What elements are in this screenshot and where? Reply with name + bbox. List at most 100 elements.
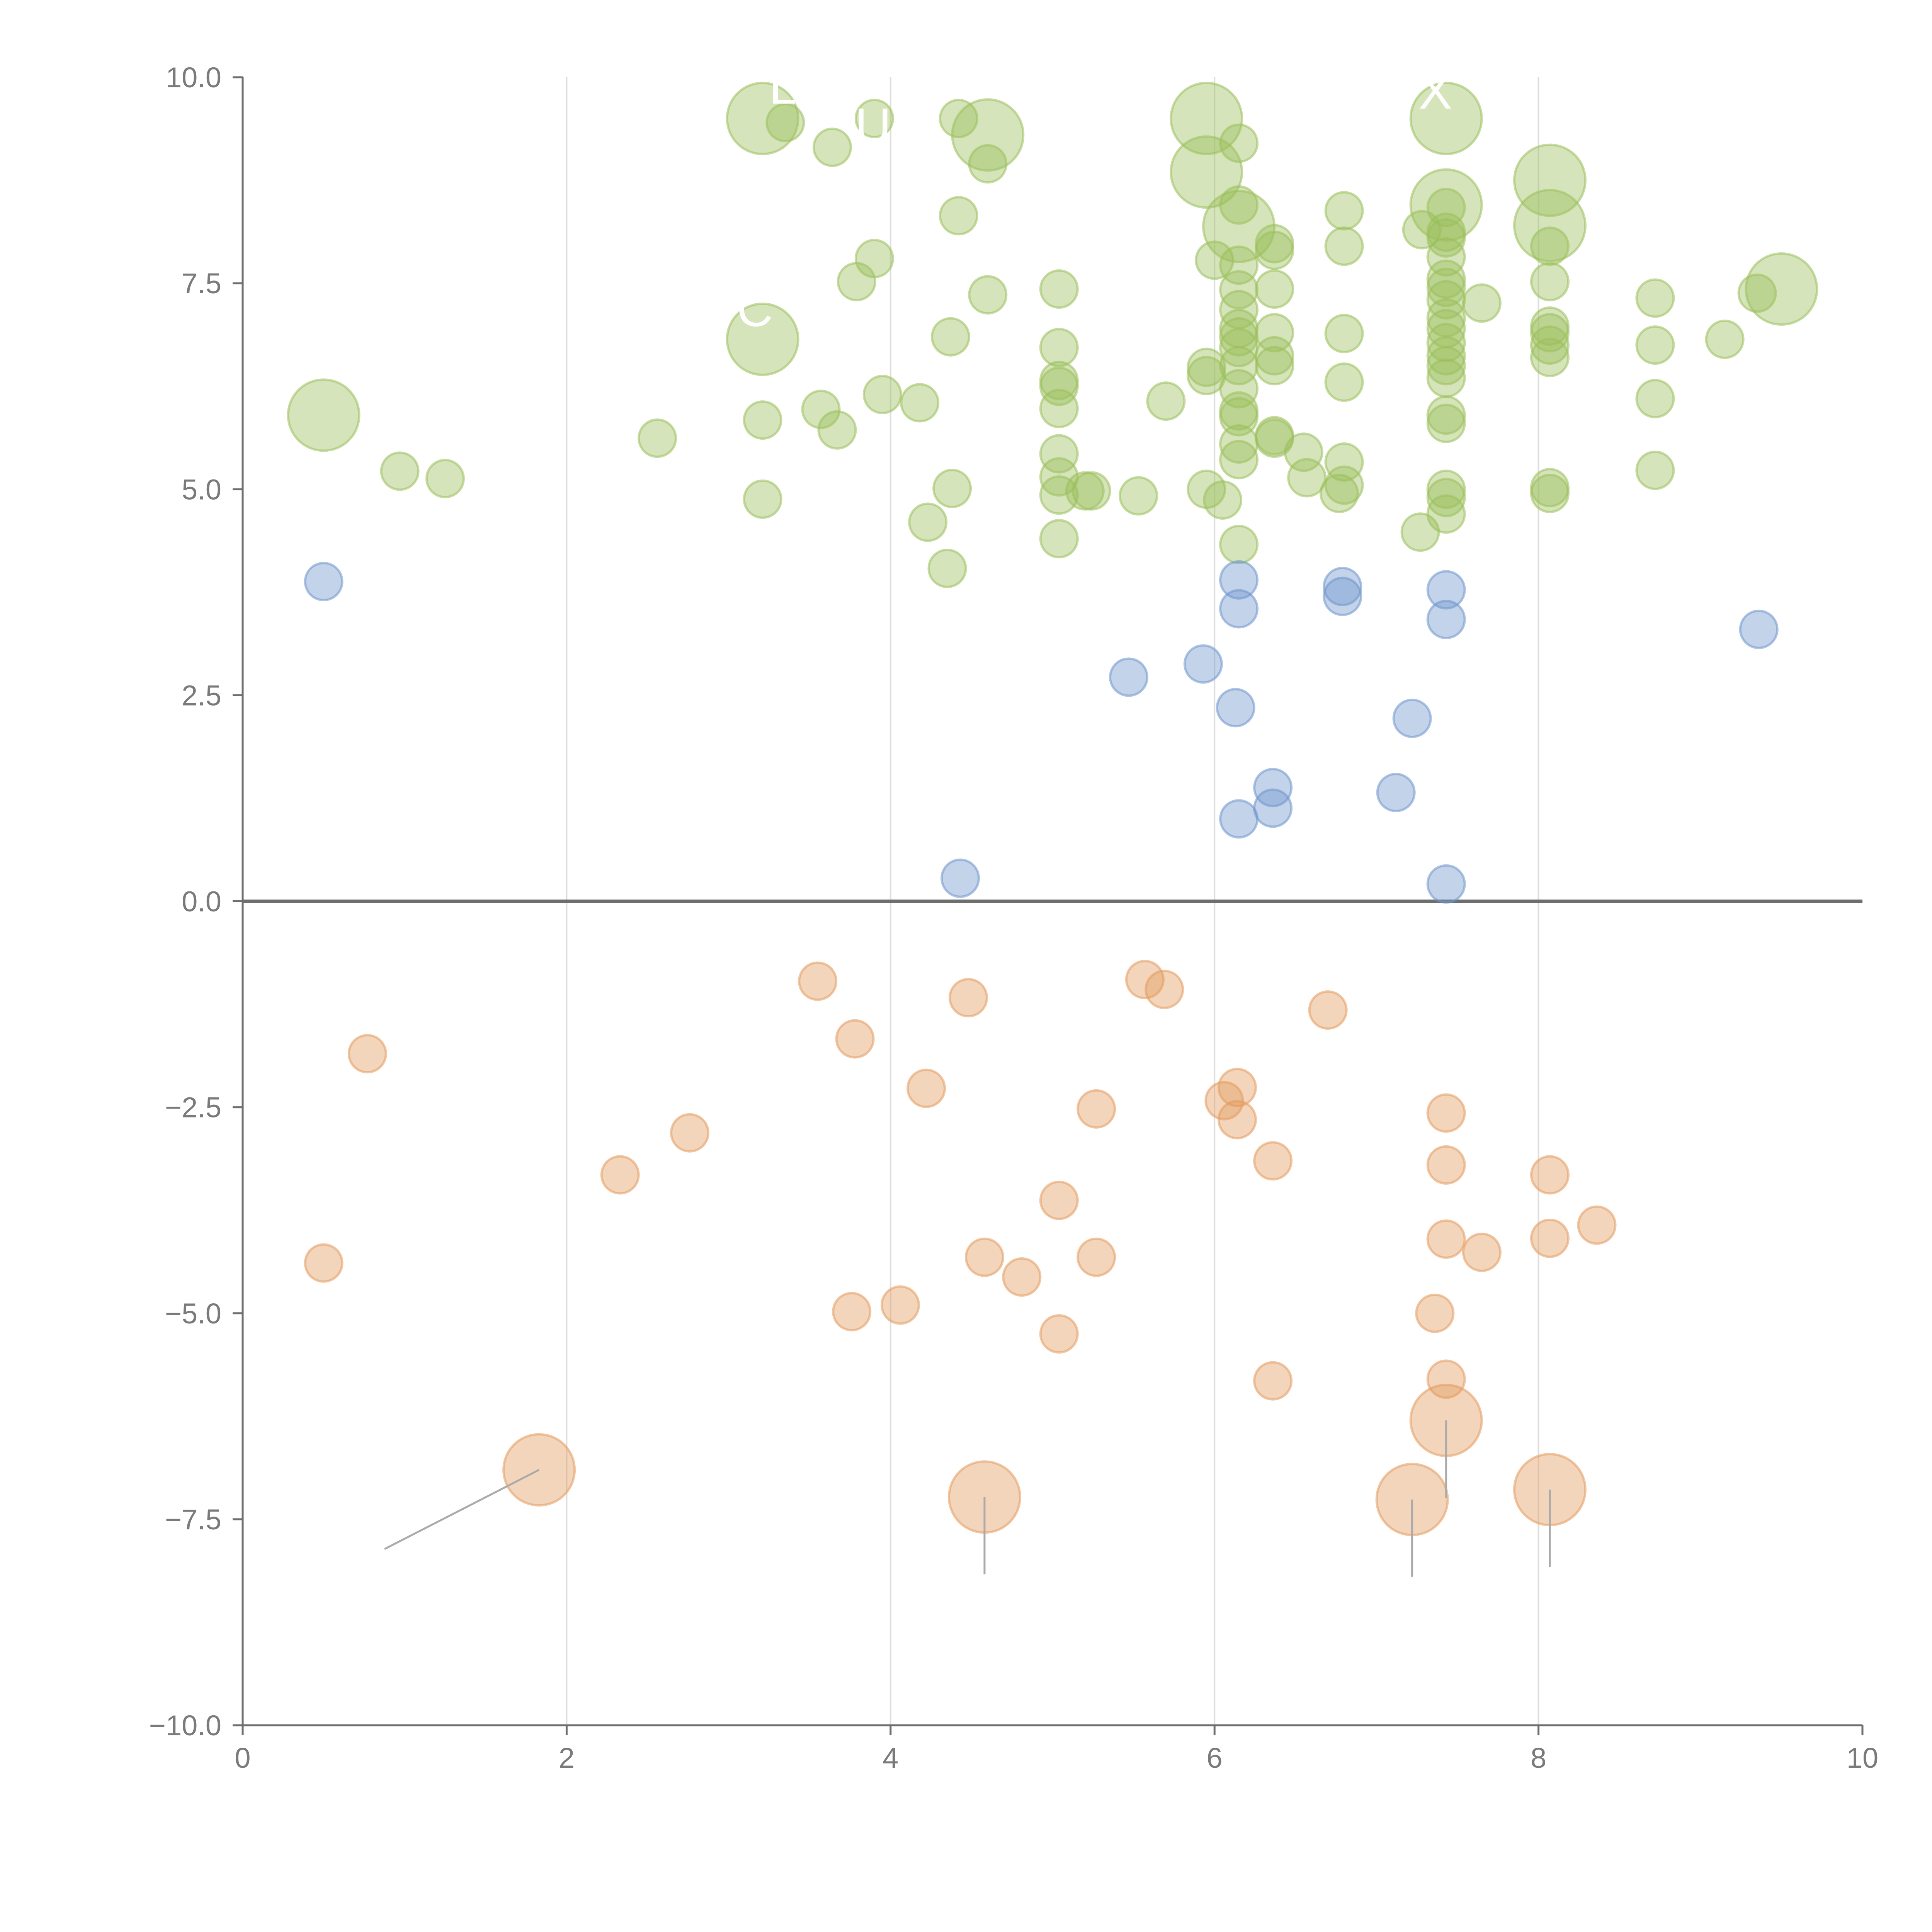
- axes-layer: 0 2 4 6 8 10 10.0 7.5 5.0 2.5 0.0 −2.5 −5.0 −7.5 −10.0: [149, 61, 1878, 1774]
- orange-bubble: [1039, 1314, 1079, 1354]
- marks-layer: [287, 82, 1818, 1536]
- green-bubble: [1426, 323, 1466, 362]
- x-tick-label: 4: [883, 1742, 898, 1774]
- blue-bubble: [1219, 560, 1259, 600]
- green-bubble: [1530, 262, 1570, 301]
- green-bubble: [951, 98, 1025, 172]
- blue-bubble: [304, 562, 344, 602]
- green-bubble: [1319, 473, 1359, 513]
- green-bubble: [1255, 313, 1294, 353]
- green-bubble: [1255, 269, 1294, 309]
- green-bubble: [1462, 283, 1502, 323]
- point-label: LC: [769, 58, 833, 114]
- blue-bubble: [1323, 577, 1362, 616]
- orange-bubble: [906, 1068, 946, 1108]
- green-bubble: [1219, 397, 1259, 437]
- green-bubble: [1219, 346, 1259, 386]
- orange-bubble: [1125, 960, 1165, 1000]
- green-bubble: [1039, 434, 1079, 474]
- orange-bubble: [1217, 1068, 1257, 1107]
- orange-bubble: [1077, 1237, 1116, 1277]
- green-bubble: [968, 144, 1008, 184]
- green-bubble: [1119, 476, 1158, 516]
- green-bubble: [900, 383, 940, 423]
- orange-bubble: [1253, 1141, 1293, 1181]
- green-bubble: [1219, 185, 1259, 225]
- y-tick-label: 2.5: [182, 679, 221, 711]
- y-tick-label: 7.5: [182, 267, 221, 299]
- green-bubble: [1635, 451, 1675, 490]
- blue-bubble: [1109, 657, 1149, 697]
- green-bubble: [939, 99, 978, 138]
- green-bubble: [1146, 381, 1186, 421]
- green-bubble: [1219, 270, 1259, 310]
- orange-bubble: [1145, 969, 1184, 1009]
- point-label: X: [1418, 63, 1452, 119]
- green-bubble: [1039, 366, 1079, 406]
- blue-bubble: [1216, 688, 1255, 728]
- green-bubble: [1426, 346, 1466, 386]
- x-tick-label: 10: [1847, 1742, 1878, 1774]
- y-tick-label: −5.0: [165, 1298, 221, 1330]
- orange-bubble: [1253, 1361, 1293, 1401]
- green-bubble: [1324, 362, 1364, 402]
- green-bubble: [1635, 278, 1675, 318]
- y-tick-label: −7.5: [165, 1503, 221, 1536]
- green-bubble: [287, 378, 361, 452]
- blue-bubble: [1219, 799, 1259, 839]
- green-bubble: [743, 400, 782, 440]
- point-label: UP: [855, 98, 925, 154]
- x-tick-label: 2: [559, 1742, 575, 1774]
- green-bubble: [1513, 143, 1587, 217]
- blue-bubble: [940, 858, 980, 898]
- green-bubble: [1284, 432, 1323, 472]
- blue-bubble: [1376, 773, 1416, 813]
- green-bubble: [638, 418, 677, 458]
- green-bubble: [854, 99, 894, 138]
- green-bubble: [1530, 473, 1570, 513]
- green-bubble: [1324, 442, 1364, 482]
- blue-bubble: [1426, 600, 1466, 639]
- green-bubble: [726, 303, 799, 376]
- green-bubble: [1530, 226, 1570, 266]
- green-bubble: [1324, 226, 1364, 266]
- green-bubble: [1287, 458, 1327, 498]
- x-tick-label: 0: [235, 1742, 250, 1774]
- green-bubble: [801, 389, 841, 429]
- green-bubble: [1426, 478, 1466, 517]
- green-bubble: [1255, 230, 1294, 270]
- green-bubble: [1324, 314, 1364, 354]
- blue-bubble: [1253, 768, 1293, 808]
- blue-bubble: [1426, 864, 1466, 904]
- blue-bubble: [1426, 570, 1466, 610]
- green-bubble: [1426, 267, 1466, 307]
- green-bubble: [1219, 123, 1259, 163]
- green-bubble: [1426, 237, 1466, 277]
- green-bubble: [1530, 325, 1570, 365]
- green-bubble: [1426, 336, 1466, 376]
- orange-bubble: [1462, 1232, 1502, 1272]
- blue-bubble: [1253, 788, 1293, 828]
- green-bubble: [862, 375, 902, 415]
- orange-bubble: [798, 961, 838, 1001]
- orange-bubble: [347, 1034, 387, 1074]
- orange-bubble: [1426, 1219, 1466, 1259]
- orange-bubble: [1077, 1089, 1116, 1129]
- green-bubble: [765, 103, 805, 143]
- y-tick-label: 0.0: [182, 886, 221, 918]
- green-bubble: [930, 317, 970, 357]
- green-bubble: [743, 479, 782, 519]
- green-bubble: [726, 82, 799, 155]
- green-bubble: [380, 451, 420, 491]
- green-bubble: [817, 410, 857, 450]
- blue-bubble: [1323, 566, 1362, 606]
- green-bubble: [1187, 347, 1226, 387]
- green-bubble: [1705, 320, 1745, 359]
- orange-bubble: [835, 1019, 875, 1059]
- green-bubble: [1745, 252, 1818, 326]
- orange-bubble: [1308, 990, 1348, 1030]
- green-bubble: [1255, 336, 1294, 376]
- green-bubble: [1409, 82, 1483, 155]
- orange-bubble: [832, 1292, 872, 1332]
